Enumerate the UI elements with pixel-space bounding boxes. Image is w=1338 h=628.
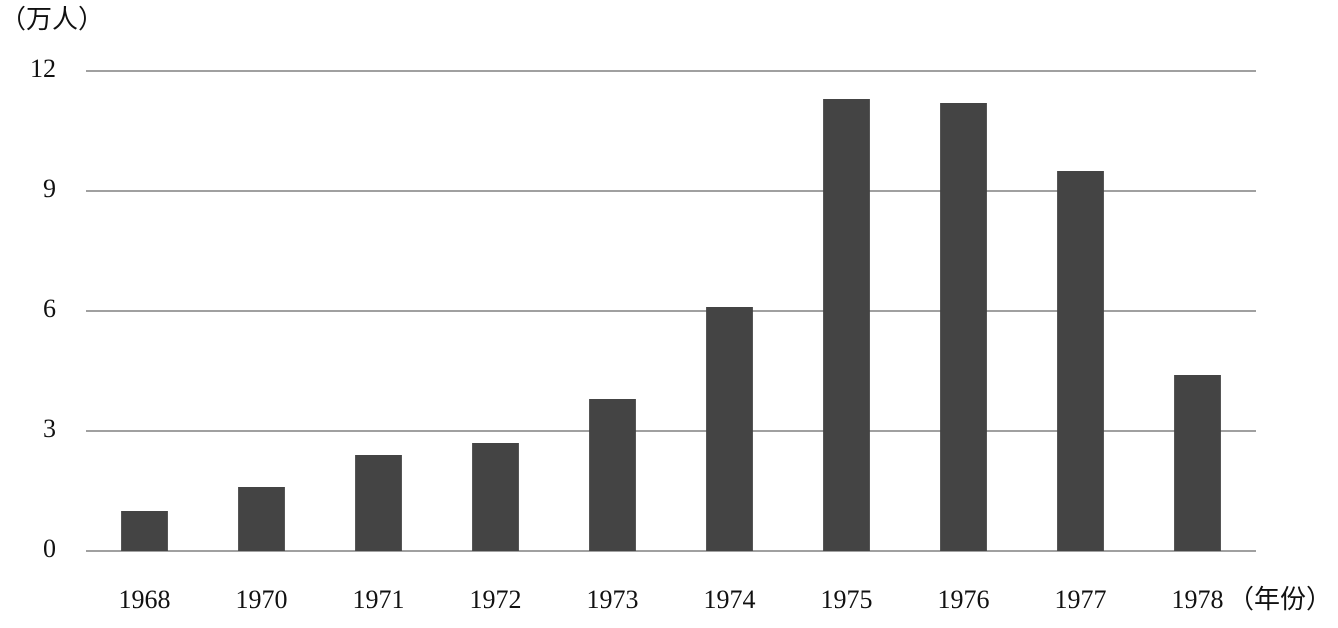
x-tick-label: 1972 — [470, 585, 522, 614]
y-tick-label: 3 — [43, 414, 56, 443]
x-tick-label: 1977 — [1055, 585, 1107, 614]
bar — [589, 399, 636, 551]
bar — [1174, 375, 1221, 551]
bar — [1057, 171, 1104, 551]
bar — [472, 443, 519, 551]
x-tick-label: 1973 — [587, 585, 639, 614]
bar — [706, 307, 753, 551]
y-tick-label: 9 — [43, 174, 56, 203]
bar — [355, 455, 402, 551]
x-tick-label: 1975 — [821, 585, 873, 614]
bar — [940, 103, 987, 551]
y-tick-label: 0 — [43, 534, 56, 563]
x-tick-label: 1968 — [119, 585, 171, 614]
x-tick-label: 1978 — [1172, 585, 1224, 614]
x-tick-label: 1970 — [236, 585, 288, 614]
x-axis-title: （年份） — [1228, 585, 1332, 614]
y-axis-title: （万人） — [0, 5, 104, 34]
bar — [121, 511, 168, 551]
x-tick-label: 1976 — [938, 585, 990, 614]
y-tick-label: 12 — [30, 54, 56, 83]
bar — [823, 99, 870, 551]
x-tick-label: 1974 — [704, 585, 756, 614]
x-tick-label: 1971 — [353, 585, 405, 614]
y-tick-label: 6 — [43, 294, 56, 323]
bar — [238, 487, 285, 551]
